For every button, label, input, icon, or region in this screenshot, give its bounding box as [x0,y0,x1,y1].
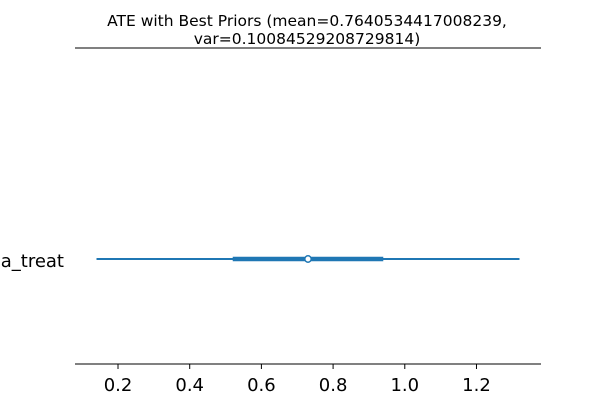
forest-marks [96,255,520,263]
x-tick-label: 0.8 [319,375,348,396]
x-axis-ticks: 0.2 0.4 0.6 0.8 1.0 1.2 [104,364,491,396]
chart-title-line-1: ATE with Best Priors (mean=0.76405344170… [107,12,507,30]
x-tick-label: 0.6 [247,375,276,396]
x-tick-label: 1.0 [390,375,419,396]
chart-title-line-2: var=0.10084529208729814) [194,30,421,48]
category-label-a-treat: a_treat [1,251,64,272]
x-tick-label: 0.2 [104,375,133,396]
x-tick-label: 0.4 [175,375,204,396]
x-tick-label: 1.2 [462,375,491,396]
point-estimate [304,255,312,263]
